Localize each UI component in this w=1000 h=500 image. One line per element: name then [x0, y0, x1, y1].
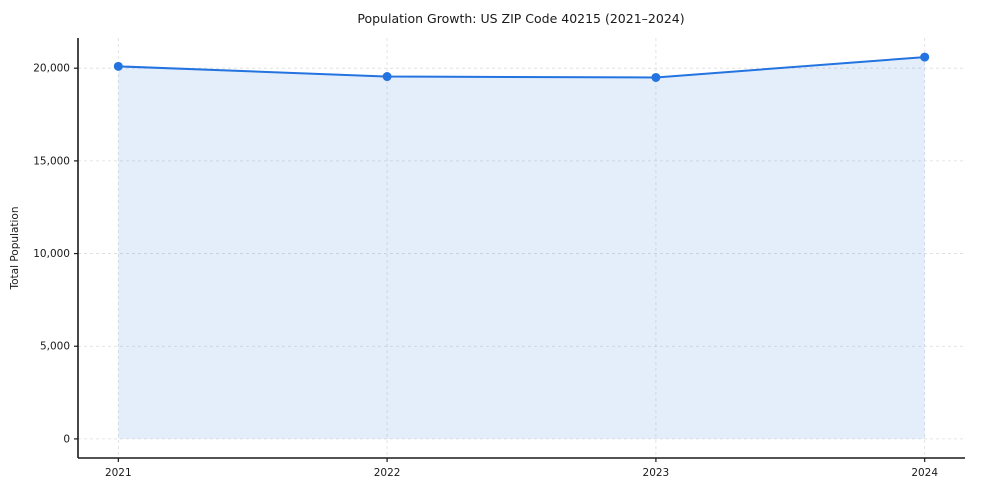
line-series-layer: [117, 56, 926, 79]
tick-label-layer: 2021 2022 2023 2024 0 5,000 10,000 15,000 20,000: [33, 63, 938, 479]
x-tick-label: 2023: [643, 467, 670, 479]
data-line: [117, 56, 926, 79]
y-tick-label: 15,000: [33, 155, 70, 167]
y-tick-label: 20,000: [33, 63, 70, 75]
data-point: [651, 72, 661, 82]
y-tick-label: 5,000: [40, 341, 70, 353]
data-point: [113, 61, 123, 71]
area-fill-layer: [118, 57, 925, 439]
y-axis-label: Total Population: [9, 206, 21, 290]
marker-layer: [113, 52, 930, 82]
x-tick-label: 2021: [105, 467, 132, 479]
data-point: [382, 72, 392, 82]
x-tick-label: 2024: [911, 467, 938, 479]
chart-title: Population Growth: US ZIP Code 40215 (20…: [357, 11, 684, 26]
y-tick-label: 0: [63, 433, 70, 445]
area-fill: [118, 57, 925, 439]
data-point: [920, 52, 930, 62]
axis-layer: [74, 38, 965, 462]
grid-layer: [78, 38, 965, 458]
y-tick-label: 10,000: [33, 248, 70, 260]
x-tick-label: 2022: [374, 467, 401, 479]
